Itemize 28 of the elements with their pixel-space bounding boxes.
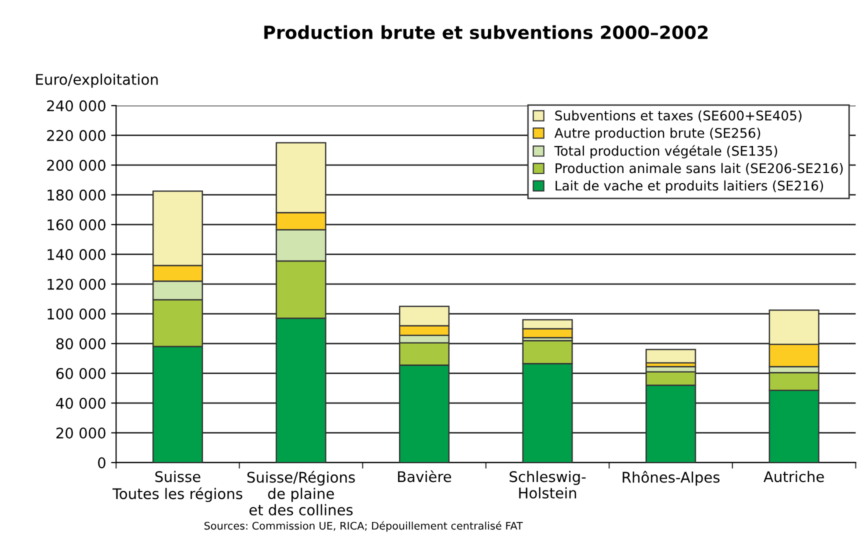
y-tick-label: 200 000 xyxy=(47,160,106,171)
y-axis-title: Euro/exploitation xyxy=(36,74,158,88)
y-tick-label: 60 000 xyxy=(56,368,106,380)
x-tick-label: Suisse Toutes les régions xyxy=(112,470,242,502)
x-tick-label: Autriche xyxy=(764,470,824,482)
y-tick-label: 140 000 xyxy=(48,249,106,260)
x-tick-label: Rhônes-Alpes xyxy=(622,470,720,486)
legend-label: Production animale sans lait (SE206-SE216) xyxy=(556,163,843,175)
y-tick-label: 0 xyxy=(98,457,106,468)
y-tick-label: 180 000 xyxy=(48,190,106,201)
y-tick-label: 220 000 xyxy=(47,130,106,142)
x-tick-label: Bavière xyxy=(398,470,452,482)
y-tick-label: 240 000 xyxy=(47,100,106,112)
x-tick-label: Suisse/Régions de plaine et des collines xyxy=(247,470,355,516)
y-tick-label: 120 000 xyxy=(48,278,106,290)
y-tick-label: 40 000 xyxy=(56,398,106,409)
legend-label: Lait de vache et produits laitiers (SE216) xyxy=(556,180,823,194)
y-tick-label: 160 000 xyxy=(48,219,106,230)
chart-title: Production brute et subventions 2000–2002 xyxy=(264,25,708,40)
legend-label: Total production végétale (SE135) xyxy=(554,145,778,158)
legend-label: Subventions et taxes (SE600+SE405) xyxy=(555,110,802,122)
legend-label: Autre production brute (SE256) xyxy=(554,128,760,140)
y-tick-label: 100 000 xyxy=(48,308,106,320)
bar xyxy=(646,348,696,364)
y-tick-label: 20 000 xyxy=(56,428,106,439)
y-tick-label: 80 000 xyxy=(56,338,106,350)
source-note: Sources: Commission UE, RICA; Dépouillement centralisé FAT xyxy=(204,521,523,532)
x-tick-label: Schleswig- Holstein xyxy=(510,470,586,499)
